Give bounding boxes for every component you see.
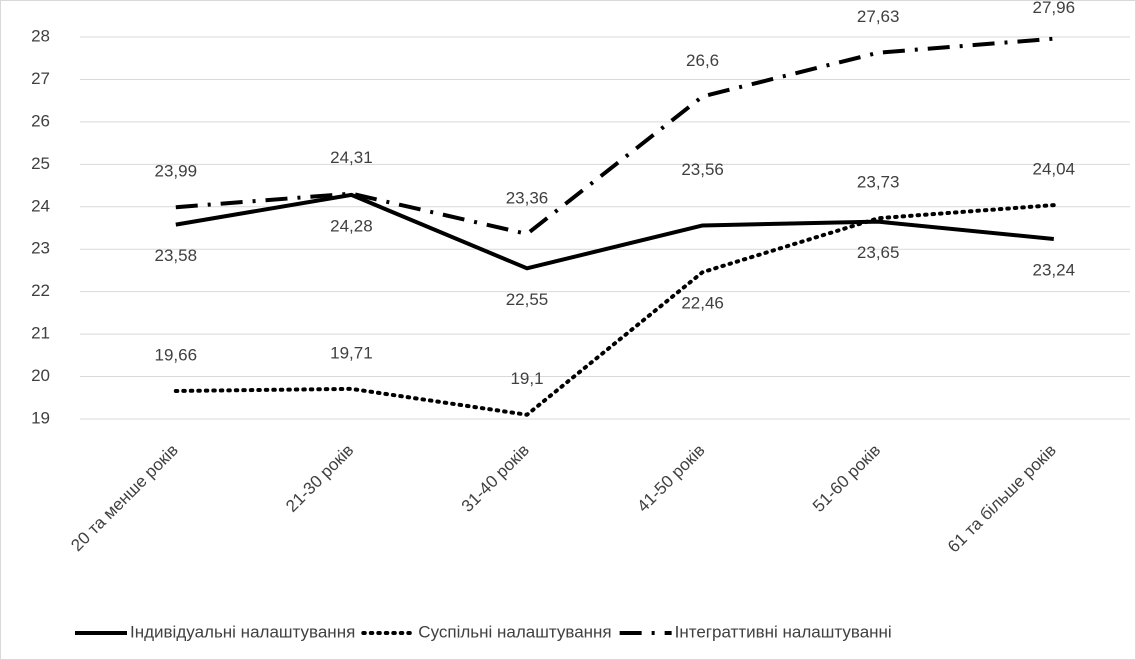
y-tick-label: 21 xyxy=(31,324,50,343)
data-label: 23,73 xyxy=(857,173,900,192)
data-label: 19,66 xyxy=(155,345,198,364)
line-series xyxy=(173,203,1056,417)
data-label: 27,96 xyxy=(1033,0,1076,17)
y-tick-label: 24 xyxy=(31,196,50,215)
y-tick-label: 26 xyxy=(31,111,50,130)
data-label: 22,46 xyxy=(681,294,724,313)
legend-label: Інтеграттивні налаштуванні xyxy=(675,622,892,641)
data-label: 23,65 xyxy=(857,243,900,262)
legend-label: Індивідуальні налаштування xyxy=(130,622,355,641)
data-label: 19,71 xyxy=(330,343,373,362)
data-label: 26,6 xyxy=(686,51,719,70)
y-tick-label: 19 xyxy=(31,408,50,427)
data-label: 27,63 xyxy=(857,7,900,26)
y-tick-label: 27 xyxy=(31,69,50,88)
y-tick-label: 20 xyxy=(31,366,50,385)
line-series xyxy=(175,36,1054,236)
data-label: 19,1 xyxy=(510,369,543,388)
y-tick-label: 25 xyxy=(31,154,50,173)
data-label: 23,56 xyxy=(681,160,724,179)
data-label: 23,36 xyxy=(506,188,549,207)
data-label: 22,55 xyxy=(506,290,549,309)
legend-label: Суспільні налаштування xyxy=(418,622,611,641)
data-label: 23,24 xyxy=(1033,261,1076,280)
data-label: 24,28 xyxy=(330,216,373,235)
data-label: 24,31 xyxy=(330,148,373,167)
data-label: 23,99 xyxy=(155,162,198,181)
y-tick-label: 23 xyxy=(31,239,50,258)
line-series xyxy=(175,192,1054,271)
data-label: 23,58 xyxy=(155,246,198,265)
y-tick-label: 22 xyxy=(31,281,50,300)
y-tick-label: 28 xyxy=(31,26,50,45)
data-label: 24,04 xyxy=(1033,160,1076,179)
legend: Індивідуальні налаштування Суспільні нала… xyxy=(75,622,892,641)
